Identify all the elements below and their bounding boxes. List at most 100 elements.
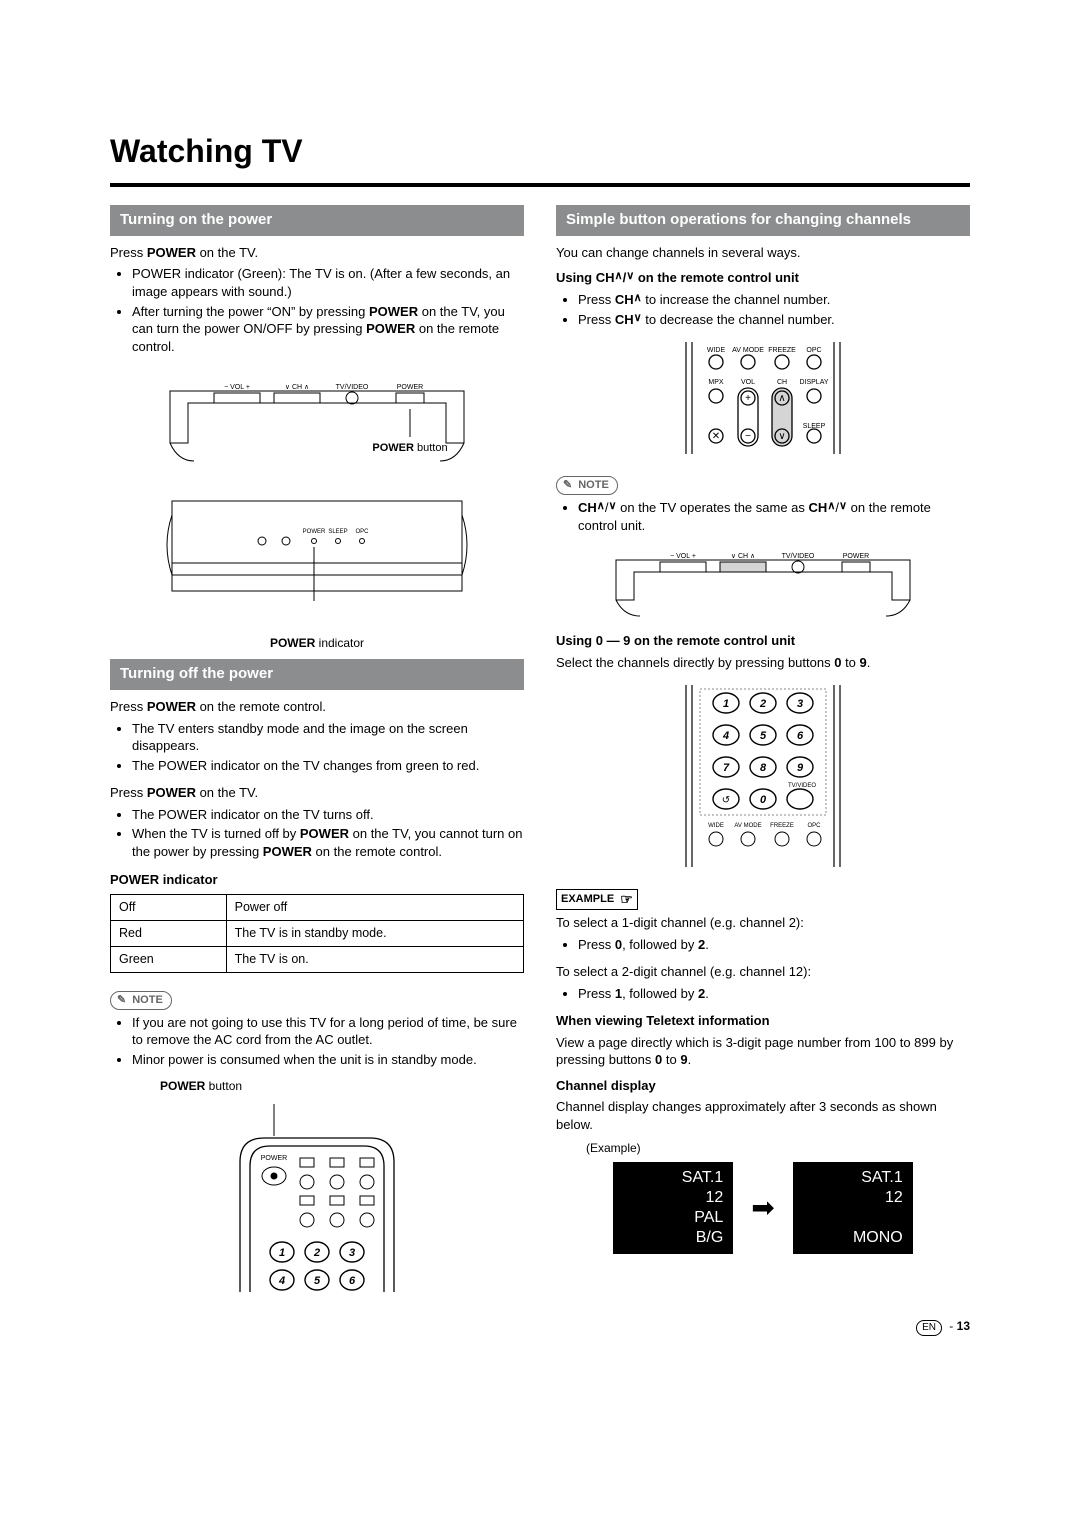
svg-text:POWER: POWER (303, 529, 326, 535)
paragraph: Channel display changes approximately af… (556, 1098, 970, 1133)
paragraph: Select the channels directly by pressing… (556, 654, 970, 672)
svg-text:POWER: POWER (397, 384, 423, 391)
svg-text:5: 5 (314, 1275, 321, 1287)
svg-text:FREEZE: FREEZE (768, 347, 796, 354)
example-badge: EXAMPLE☞ (556, 889, 638, 910)
section-body: Press POWER on the TV. POWER indicator (… (110, 244, 524, 651)
section-header: Simple button operations for changing ch… (556, 205, 970, 236)
list-item: The TV enters standby mode and the image… (132, 720, 524, 755)
paragraph: Press POWER on the remote control. (110, 698, 524, 716)
list-item: CH∧/∨ on the TV operates the same as CH∧… (578, 499, 970, 534)
left-column: Turning on the power Press POWER on the … (110, 205, 524, 1304)
svg-text:↺: ↺ (722, 795, 730, 806)
list-item: If you are not going to use this TV for … (132, 1014, 524, 1049)
list-item: Press 1, followed by 2. (578, 985, 970, 1003)
svg-text:DISPLAY: DISPLAY (799, 379, 828, 386)
paragraph: You can change channels in several ways. (556, 244, 970, 262)
svg-text:∨: ∨ (778, 431, 785, 442)
svg-text:− VOL +: − VOL + (224, 384, 250, 391)
svg-text:8: 8 (760, 762, 767, 774)
svg-text:TV/VIDEO: TV/VIDEO (788, 783, 816, 789)
figure-tv-top-panel: − VOL + ∨ CH ∧ TV/VIDEO POWER POWER butt… (110, 365, 524, 485)
svg-text:TV/VIDEO: TV/VIDEO (782, 553, 815, 560)
section-header: Turning off the power (110, 659, 524, 690)
svg-text:∨ CH ∧: ∨ CH ∧ (731, 553, 755, 560)
list-item: The POWER indicator on the TV changes fr… (132, 757, 524, 775)
svg-text:WIDE: WIDE (707, 347, 726, 354)
power-indicator-table: OffPower off RedThe TV is in standby mod… (110, 894, 524, 973)
list-item: Press 0, followed by 2. (578, 936, 970, 954)
svg-text:OPC: OPC (355, 529, 369, 535)
list-item: The POWER indicator on the TV turns off. (132, 806, 524, 824)
svg-text:∨ CH ∧: ∨ CH ∧ (285, 384, 309, 391)
svg-text:AV MODE: AV MODE (734, 823, 761, 829)
svg-text:POWER: POWER (843, 553, 869, 560)
paragraph: Press POWER on the TV. (110, 244, 524, 262)
channel-box: SAT.1 12 PAL B/G (613, 1162, 733, 1254)
hand-icon: ✎ (117, 993, 126, 1008)
figure-tv-front-panel: POWER SLEEP OPC (110, 495, 524, 625)
figure-caption: POWER button (160, 1078, 524, 1094)
svg-text:+: + (745, 393, 751, 404)
paragraph: To select a 2-digit channel (e.g. channe… (556, 963, 970, 981)
svg-text:2: 2 (313, 1247, 320, 1259)
svg-text:∧: ∧ (778, 393, 785, 404)
paragraph: To select a 1-digit channel (e.g. channe… (556, 914, 970, 932)
hand-icon: ✎ (563, 478, 572, 493)
figure-numpad: 1 2 3 4 5 6 7 8 9 0 ↺ TV/VIDEO WIDE AV MODE FR… (556, 681, 970, 871)
svg-text:POWER button: POWER button (372, 442, 447, 454)
svg-text:4: 4 (722, 730, 729, 742)
svg-text:6: 6 (797, 730, 804, 742)
svg-text:7: 7 (723, 762, 730, 774)
figure-remote-ch-cluster: WIDE AV MODE FREEZE OPC MPX VOL CH DISPL… (556, 338, 970, 458)
svg-text:−: − (745, 431, 751, 442)
svg-text:FREEZE: FREEZE (770, 823, 794, 829)
svg-text:OPC: OPC (806, 347, 821, 354)
svg-text:4: 4 (278, 1275, 285, 1287)
svg-text:0: 0 (760, 794, 767, 806)
list-item: Press CH∨ to decrease the channel number… (578, 311, 970, 329)
divider (110, 183, 970, 187)
section-body: You can change channels in several ways.… (556, 244, 970, 1254)
svg-text:1: 1 (723, 698, 729, 710)
right-column: Simple button operations for changing ch… (556, 205, 970, 1304)
figure-tv-top-panel-small: − VOL + ∨ CH ∧ TV/VIDEO POWER (556, 544, 970, 622)
svg-text:✕: ✕ (712, 431, 720, 442)
arrow-right-icon: ➡ (751, 1189, 774, 1227)
svg-text:3: 3 (797, 698, 803, 710)
sub-heading: POWER indicator (110, 871, 524, 889)
list-item: When the TV is turned off by POWER on th… (132, 825, 524, 860)
svg-text:5: 5 (760, 730, 767, 742)
svg-text:9: 9 (797, 762, 804, 774)
svg-text:WIDE: WIDE (708, 823, 724, 829)
svg-text:MPX: MPX (708, 379, 724, 386)
svg-text:CH: CH (777, 379, 787, 386)
page-footer: EN - 13 (110, 1318, 970, 1336)
list-item: Minor power is consumed when the unit is… (132, 1051, 524, 1069)
svg-text:2: 2 (759, 698, 766, 710)
list-item: Press CH∧ to increase the channel number… (578, 291, 970, 309)
sub-heading: Channel display (556, 1077, 970, 1095)
figure-remote-top: POWER 123 456 (110, 1104, 524, 1294)
note-badge: ✎NOTE (110, 991, 172, 1010)
paragraph: Press POWER on the TV. (110, 784, 524, 802)
sub-heading: Using 0 — 9 on the remote control unit (556, 632, 970, 650)
section-body: Press POWER on the remote control. The T… (110, 698, 524, 1294)
svg-text:TV/VIDEO: TV/VIDEO (336, 384, 369, 391)
list-item: POWER indicator (Green): The TV is on. (… (132, 265, 524, 300)
note-badge: ✎NOTE (556, 476, 618, 495)
sub-heading: Using CH∧/∨ on the remote control unit (556, 269, 970, 287)
svg-text:1: 1 (279, 1247, 285, 1259)
page-title: Watching TV (110, 130, 970, 173)
hand-icon: ☞ (620, 890, 633, 909)
svg-text:SLEEP: SLEEP (328, 529, 347, 535)
example-label: (Example) (586, 1140, 970, 1156)
svg-text:POWER: POWER (261, 1155, 287, 1162)
section-header: Turning on the power (110, 205, 524, 236)
svg-text:AV MODE: AV MODE (732, 347, 764, 354)
paragraph: View a page directly which is 3-digit pa… (556, 1034, 970, 1069)
channel-display-figure: SAT.1 12 PAL B/G ➡ SAT.1 12 MONO (556, 1162, 970, 1254)
svg-text:OPC: OPC (807, 823, 821, 829)
channel-box: SAT.1 12 MONO (793, 1162, 913, 1254)
svg-text:− VOL +: − VOL + (670, 553, 696, 560)
